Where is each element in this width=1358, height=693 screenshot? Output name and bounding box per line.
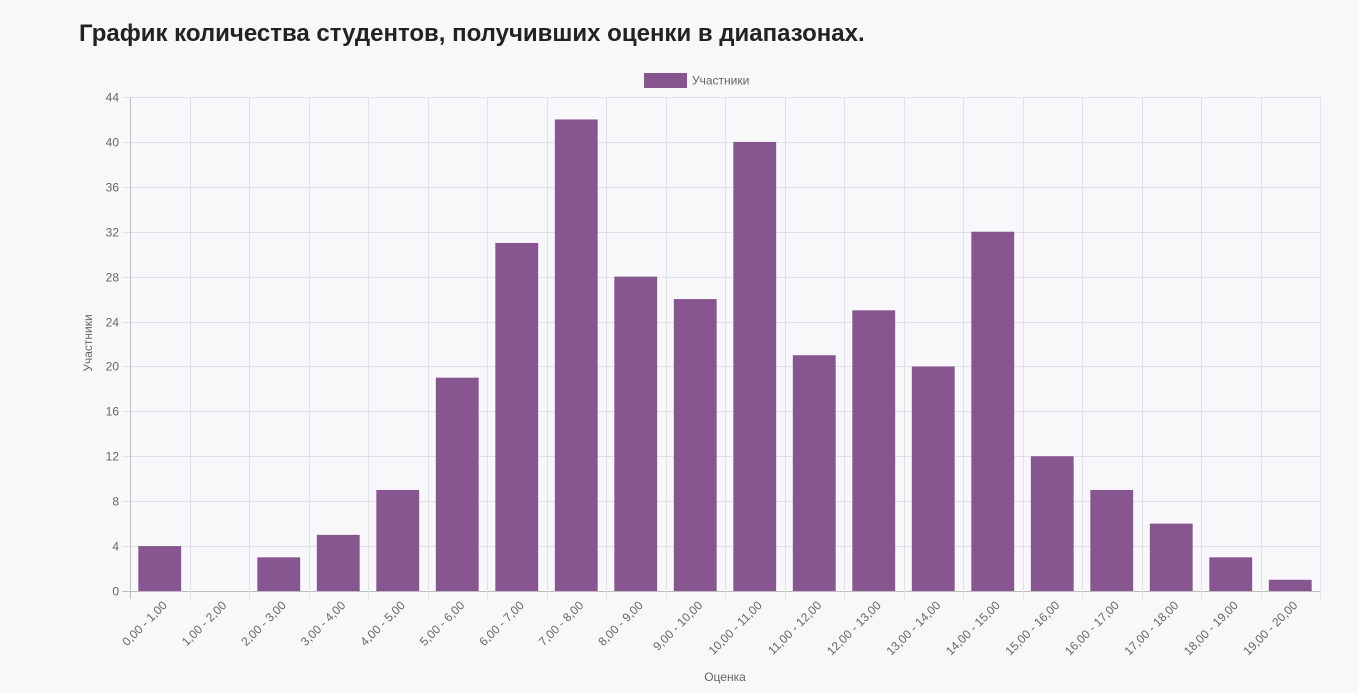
chart-title: График количества студентов, получивших … bbox=[79, 20, 865, 47]
y-tick-label: 44 bbox=[106, 91, 120, 105]
y-tick-label: 36 bbox=[106, 181, 120, 195]
bar bbox=[1030, 456, 1074, 591]
legend-swatch bbox=[644, 73, 687, 88]
y-tick-label: 28 bbox=[106, 271, 120, 285]
grid-lines bbox=[122, 97, 1321, 599]
x-tick-label: 18,00 - 19,00 bbox=[1181, 598, 1241, 658]
y-tick-label: 4 bbox=[112, 540, 119, 554]
y-tick-label: 20 bbox=[106, 360, 120, 374]
x-tick-label: 5,00 - 6,00 bbox=[417, 598, 468, 649]
legend: Участники bbox=[644, 73, 749, 88]
bar bbox=[673, 299, 717, 591]
x-tick-label: 0,00 - 1,00 bbox=[119, 598, 170, 649]
bar bbox=[852, 310, 896, 591]
bar bbox=[971, 231, 1015, 591]
x-tick-label: 10,00 - 11,00 bbox=[706, 598, 766, 658]
x-tick-label: 2,00 - 3,00 bbox=[238, 598, 289, 649]
x-tick-label: 13,00 - 14,00 bbox=[883, 598, 943, 658]
y-tick-label: 12 bbox=[106, 450, 120, 464]
bar bbox=[554, 119, 598, 592]
y-tick-label: 8 bbox=[112, 495, 119, 509]
bar bbox=[435, 377, 479, 591]
x-tick-label: 1,00 - 2,00 bbox=[179, 598, 230, 649]
x-tick-label: 11,00 - 12,00 bbox=[765, 598, 825, 658]
x-tick-label: 9,00 - 10,00 bbox=[650, 598, 705, 653]
bar bbox=[495, 242, 539, 592]
x-tick-label: 3,00 - 4,00 bbox=[298, 598, 349, 649]
bar bbox=[792, 355, 836, 591]
bar bbox=[1268, 579, 1312, 591]
bar bbox=[1209, 557, 1253, 591]
x-tick-label: 7,00 - 8,00 bbox=[536, 598, 587, 649]
y-tick-label: 32 bbox=[106, 226, 120, 240]
bar bbox=[1090, 489, 1134, 591]
bar bbox=[138, 546, 182, 591]
x-tick-label: 14,00 - 15,00 bbox=[943, 598, 1003, 658]
bar bbox=[257, 557, 301, 591]
x-axis-title: Оценка bbox=[704, 670, 746, 684]
x-tick-label: 12,00 - 13,00 bbox=[824, 598, 884, 658]
y-axis-title: Участники bbox=[81, 314, 95, 371]
y-tick-label: 0 bbox=[112, 585, 119, 599]
y-tick-label: 40 bbox=[106, 136, 120, 150]
bar bbox=[376, 489, 420, 591]
x-tick-label: 4,00 - 5,00 bbox=[357, 598, 408, 649]
x-tick-label: 15,00 - 16,00 bbox=[1002, 598, 1062, 658]
x-tick-label: 17,00 - 18,00 bbox=[1121, 598, 1181, 658]
bar bbox=[316, 534, 360, 591]
bar bbox=[1149, 523, 1193, 591]
y-tick-label: 16 bbox=[106, 405, 120, 419]
x-tick-label: 19,00 - 20,00 bbox=[1240, 598, 1300, 658]
bars bbox=[138, 119, 1312, 592]
bar bbox=[614, 276, 658, 591]
y-tick-label: 24 bbox=[106, 316, 120, 330]
x-tick-label: 16,00 - 17,00 bbox=[1062, 598, 1122, 658]
x-tick-label: 6,00 - 7,00 bbox=[476, 598, 527, 649]
bar bbox=[911, 366, 955, 591]
x-tick-label: 8,00 - 9,00 bbox=[595, 598, 646, 649]
legend-label: Участники bbox=[692, 74, 749, 88]
bar bbox=[733, 141, 777, 591]
